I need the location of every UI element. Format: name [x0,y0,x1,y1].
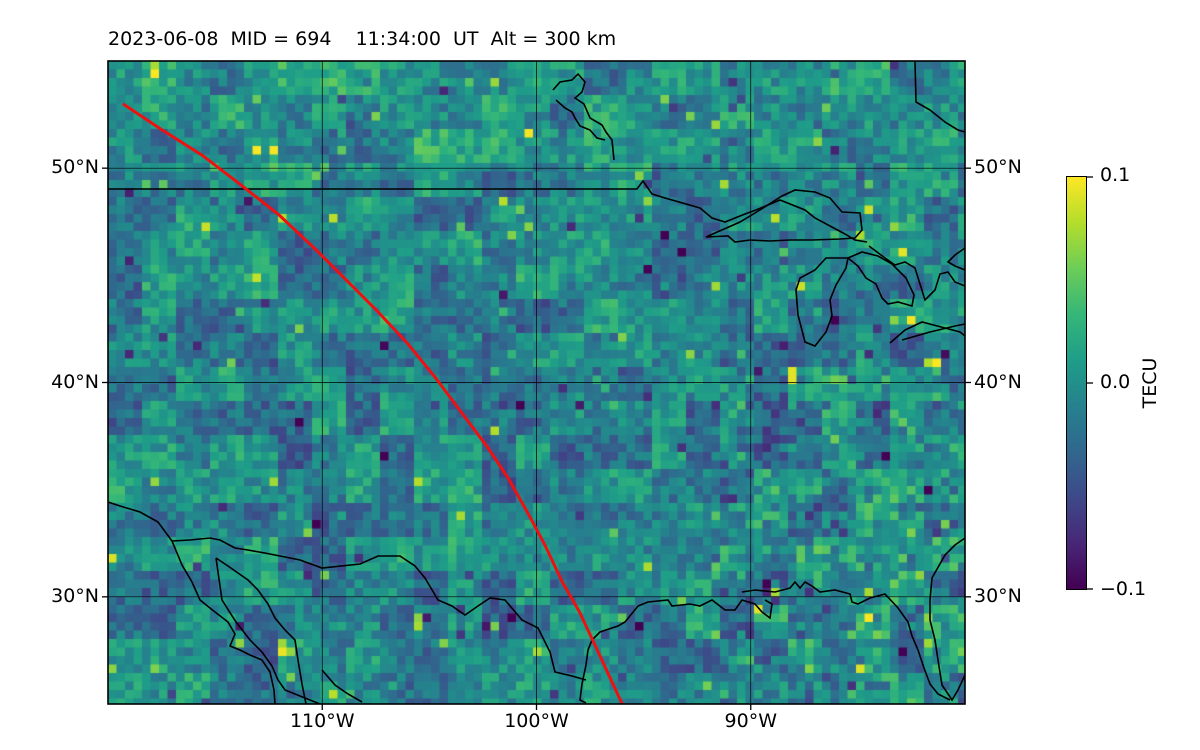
title-alt: Alt = 300 km [490,28,617,50]
colorbar-title: TECU [1139,357,1161,409]
hudson-bay-islands [555,99,606,141]
colorbar-min-label: −0.1 [1100,578,1147,600]
lat-label-left: 30°N [51,584,99,607]
northeast-coast [914,60,966,133]
florida-coast [929,537,966,702]
axis-ticks [102,167,971,710]
lat-label-right: 30°N [974,584,1022,607]
lon-label: 100°W [504,710,569,732]
colorbar-mid-label: 0.0 [1100,371,1131,393]
mainland-mexico-coast [321,669,363,703]
baja-peninsula [107,501,276,705]
lake-erie [889,321,966,344]
lat-label-left: 50°N [51,156,99,179]
figure-title: 2023-06-08 MID = 694 11:34:00 UT Alt = 3… [108,28,616,50]
title-date: 2023-06-08 [108,28,219,50]
title-mid: MID = 694 [230,28,332,50]
lon-label: 110°W [289,710,355,732]
great-lakes-shore [868,245,966,302]
lat-label-right: 50°N [974,156,1022,179]
texas-coast [579,599,773,704]
lake-superior [705,189,863,243]
lat-label-left: 40°N [51,370,99,393]
us-mexico-border [171,537,587,681]
lon-label: 90°W [724,710,777,732]
colorbar [1066,176,1087,590]
coastlines [107,60,966,705]
title-time: 11:34:00 UT [355,28,479,50]
gulf-coast [741,580,951,701]
lake-ontario [901,323,966,341]
graticule [108,61,965,704]
east-coast [946,247,966,271]
satellite-ground-track [122,102,624,705]
lake-huron [846,251,915,308]
us-canada-border [108,179,868,243]
lake-michigan [795,257,849,347]
hudson-bay-coast [552,72,615,161]
lat-label-right: 40°N [974,370,1022,393]
gulf-of-california [215,557,321,705]
colorbar-max-label: 0.1 [1100,164,1131,186]
